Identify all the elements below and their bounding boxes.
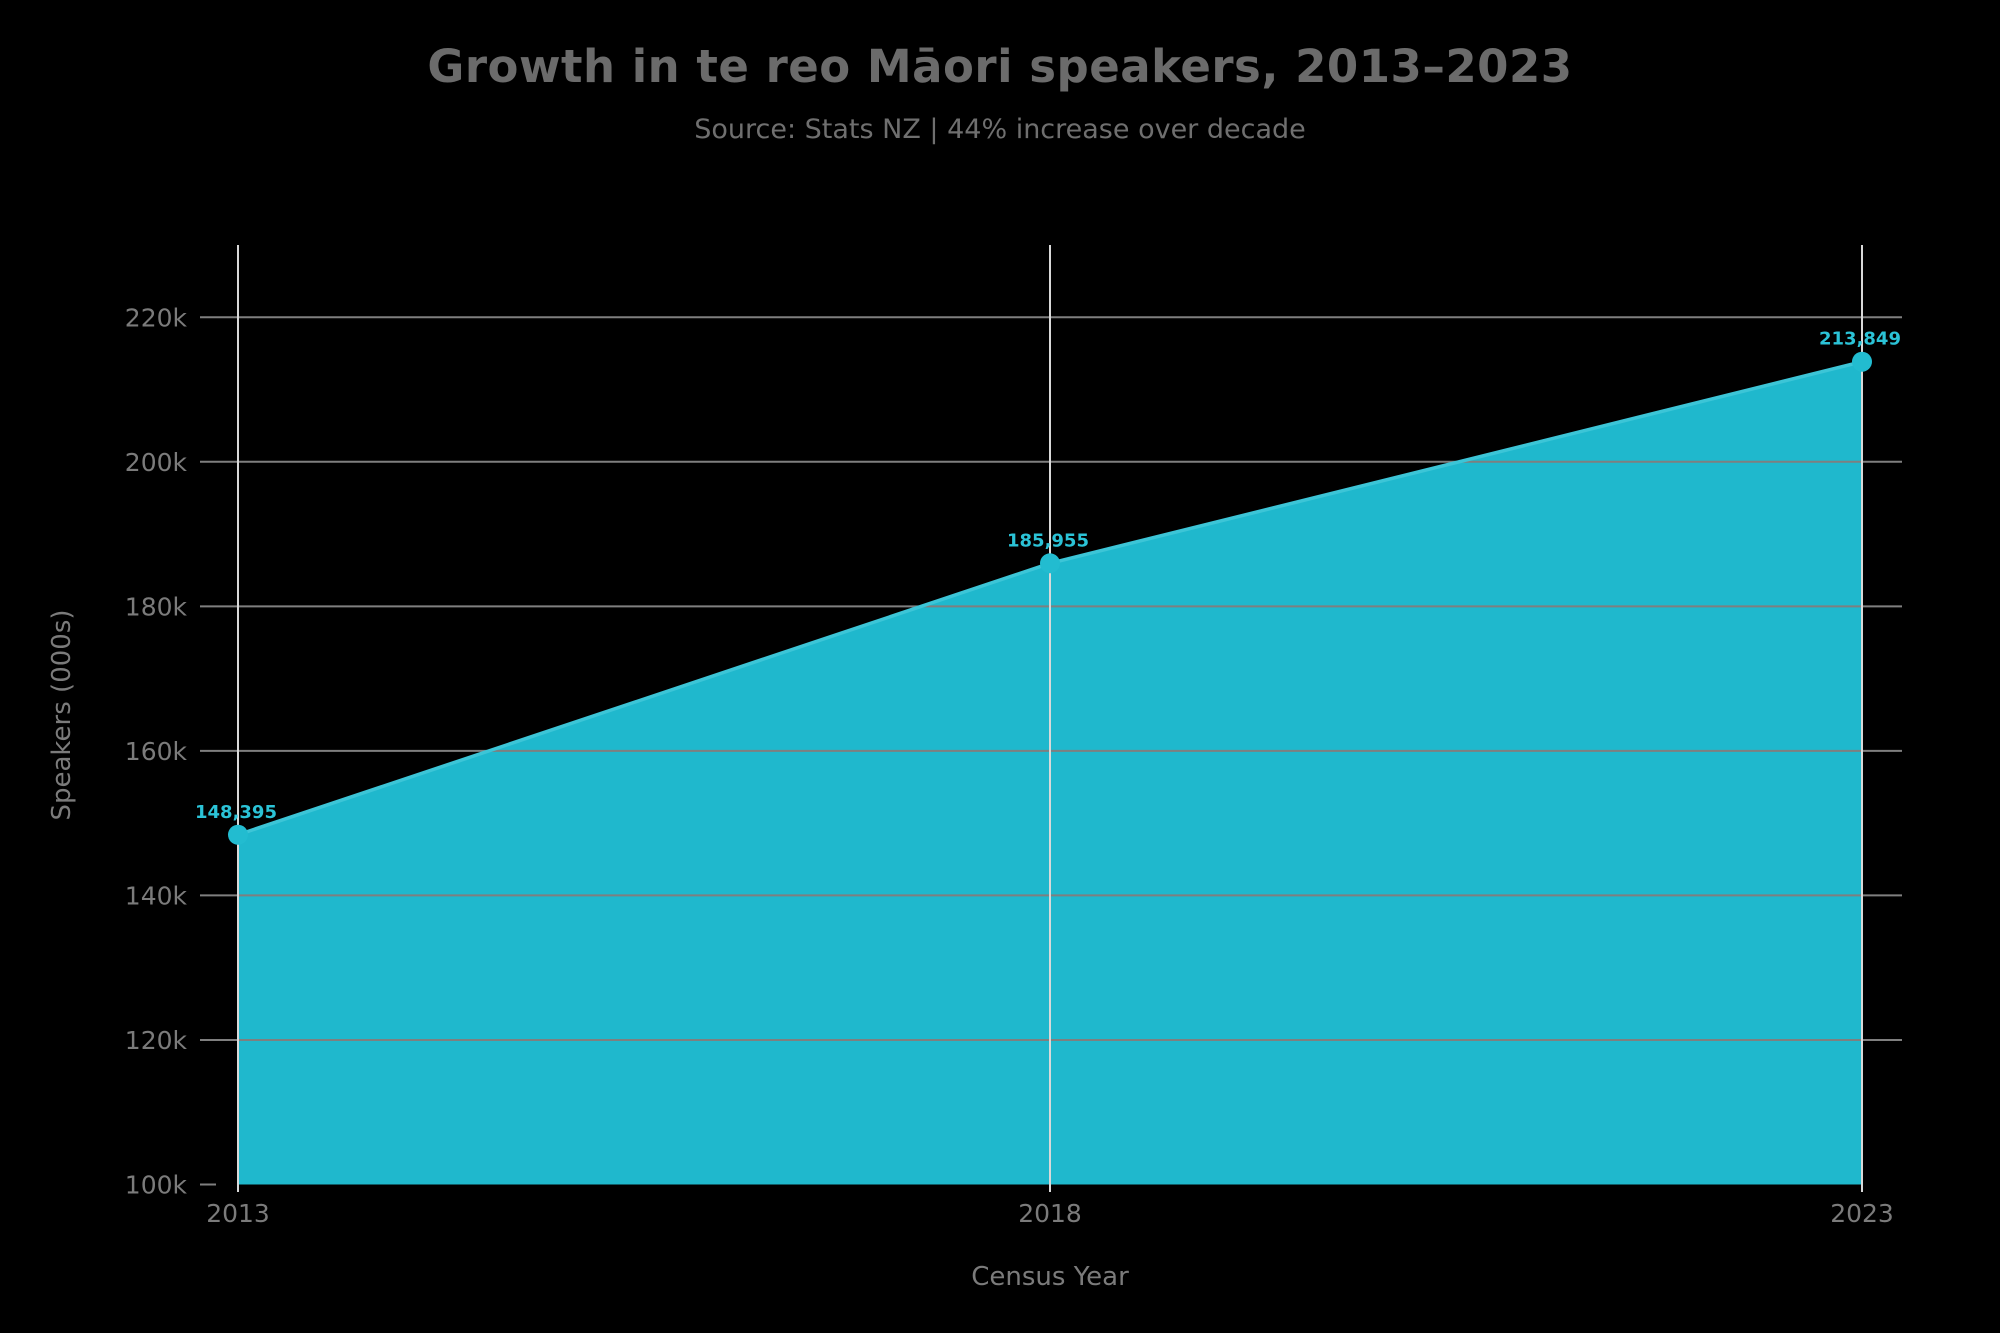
y-tick-label: 140k <box>125 881 188 910</box>
y-tick-label: 200k <box>125 448 188 477</box>
y-tick-label: 180k <box>125 592 188 621</box>
data-point-label: 185,955 <box>1007 530 1089 551</box>
y-tick-label: 220k <box>125 303 188 332</box>
data-point-label: 213,849 <box>1819 329 1901 350</box>
chart-subtitle: Source: Stats NZ | 44% increase over dec… <box>694 114 1306 145</box>
x-tick-label: 2013 <box>206 1199 270 1228</box>
data-point-marker <box>1852 351 1872 372</box>
y-tick-label: 120k <box>125 1026 188 1055</box>
x-tick-label: 2018 <box>1018 1199 1082 1228</box>
x-tick-label: 2023 <box>1830 1199 1894 1228</box>
x-axis-title: Census Year <box>971 1262 1129 1292</box>
data-point-marker <box>1040 553 1060 574</box>
data-point-marker <box>228 824 248 845</box>
y-tick-label: 100k <box>125 1171 188 1200</box>
y-tick-label: 160k <box>125 737 188 766</box>
data-point-label: 148,395 <box>195 802 277 823</box>
chart-title: Growth in te reo Māori speakers, 2013–20… <box>427 40 1573 93</box>
y-axis-title: Speakers (000s) <box>47 609 77 821</box>
